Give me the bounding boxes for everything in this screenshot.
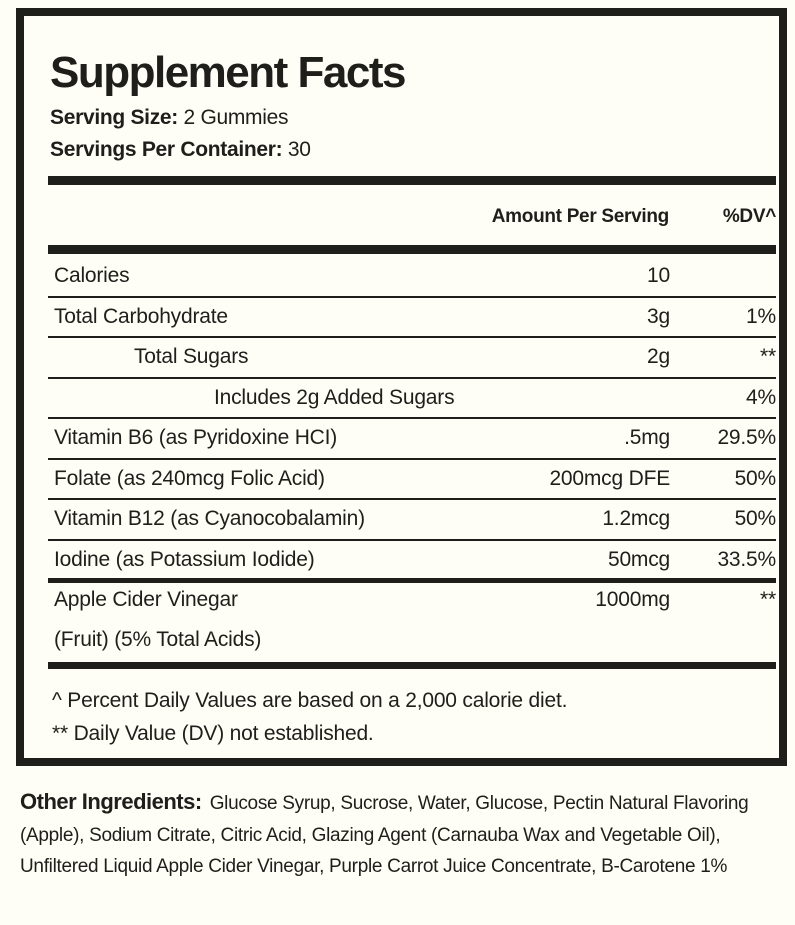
nutrient-row: Iodine (as Potassium Iodide) 50mcg 33.5% [48, 540, 776, 581]
nutrient-dv: 4% [746, 385, 776, 409]
nutrient-row: Total Sugars 2g ** [48, 337, 776, 378]
nutrient-row: Vitamin B6 (as Pyridoxine HCI) .5mg 29.5% [48, 418, 776, 459]
nutrient-name: Vitamin B6 (as Pyridoxine HCI) [54, 426, 338, 449]
nutrient-dv: 50% [734, 466, 777, 490]
nutrient-dv: ** [760, 588, 776, 611]
servings-label: Servings Per Container: [50, 138, 283, 161]
row-divider [48, 417, 776, 419]
nutrient-name: Folate (as 240mcg Folic Acid) [54, 466, 325, 490]
row-divider [48, 336, 776, 338]
row-divider [48, 457, 776, 460]
row-divider [48, 376, 776, 379]
other-ingredients-text: Glucose Syrup, Sucrose, Water, Glucose, … [20, 793, 749, 877]
panel-title: Supplement Facts [50, 48, 406, 97]
serving-size-value: 2 Gummies [183, 106, 289, 129]
nutrient-name: Includes 2g Added Sugars [214, 385, 455, 409]
nutrient-amount: 1000mg [595, 588, 670, 611]
supplement-facts-panel: Supplement Facts Serving Size: 2 Gummies… [16, 8, 787, 766]
nutrient-name: Apple Cider Vinegar [54, 588, 238, 611]
nutrient-name: Total Carbohydrate [54, 304, 228, 328]
nutrient-name: Vitamin B12 (as Cyanocobalamin) [54, 507, 365, 530]
other-ingredients: Other Ingredients: Glucose Syrup, Sucrose… [20, 786, 780, 883]
footnote-not-established: ** Daily Value (DV) not established. [52, 722, 374, 745]
nutrient-name: Iodine (as Potassium Iodide) [54, 547, 315, 571]
nutrient-amount: 3g [647, 304, 670, 328]
nutrient-dv: 33.5% [717, 547, 776, 571]
row-divider [48, 538, 776, 541]
nutrient-row: Folate (as 240mcg Folic Acid) 200mcg DFE 5… [48, 459, 776, 500]
nutrient-name-detail: (Fruit) (5% Total Acids) [54, 628, 262, 651]
nutrient-amount: 10 [647, 264, 670, 287]
divider-thick [48, 245, 776, 254]
dv-header: %DV^ [722, 206, 776, 227]
row-divider [48, 295, 776, 298]
nutrient-amount: .5mg [624, 426, 670, 449]
nutrient-row: Total Carbohydrate 3g 1% [48, 297, 776, 338]
nutrient-row: Calories 10 [48, 256, 776, 297]
nutrient-row: Vitamin B12 (as Cyanocobalamin) 1.2mcg 50% [48, 499, 776, 540]
footnote-dv: ^ Percent Daily Values are based on a 2,… [52, 689, 568, 712]
servings-per-container: Servings Per Container: 30 [50, 138, 311, 162]
nutrient-dv: 1% [746, 304, 776, 328]
divider-thick [48, 176, 776, 185]
nutrient-dv: ** [760, 345, 776, 368]
nutrient-name: Calories [54, 264, 130, 287]
nutrient-amount: 50mcg [607, 547, 670, 571]
nutrient-amount: 2g [647, 345, 670, 368]
divider-thick [48, 662, 776, 669]
nutrient-row: Includes 2g Added Sugars 4% [48, 378, 776, 419]
nutrient-name: Total Sugars [134, 345, 249, 368]
row-divider [48, 578, 776, 583]
other-ingredients-label: Other Ingredients: [20, 789, 202, 814]
amount-header: Amount Per Serving [491, 206, 670, 227]
nutrient-amount: 200mcg DFE [549, 466, 670, 490]
servings-value: 30 [287, 138, 311, 161]
serving-size: Serving Size: 2 Gummies [50, 106, 289, 130]
nutrient-dv: 50% [734, 507, 777, 530]
nutrient-row: Apple Cider Vinegar (Fruit) (5% Total Aci… [48, 580, 776, 660]
nutrient-amount: 1.2mcg [602, 507, 670, 530]
nutrient-dv: 29.5% [717, 426, 776, 449]
serving-size-label: Serving Size: [50, 106, 178, 129]
row-divider [48, 498, 776, 500]
